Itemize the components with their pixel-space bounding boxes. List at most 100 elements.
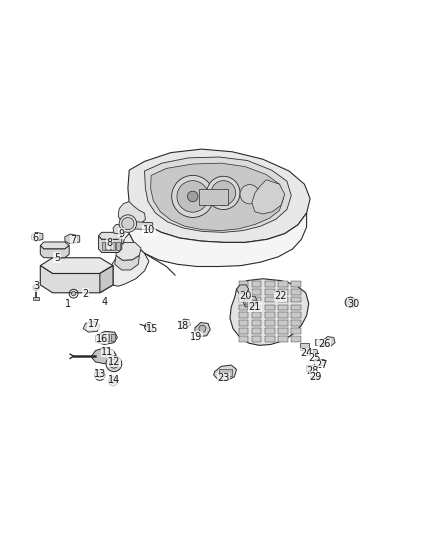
Bar: [278, 289, 288, 295]
Polygon shape: [40, 258, 113, 273]
Polygon shape: [195, 322, 210, 336]
Text: 25: 25: [308, 353, 321, 364]
Circle shape: [207, 176, 240, 209]
Text: 21: 21: [249, 302, 261, 312]
Bar: [252, 304, 261, 310]
Polygon shape: [252, 180, 285, 214]
Bar: [265, 304, 275, 310]
Bar: [111, 334, 115, 341]
Polygon shape: [99, 236, 122, 253]
Bar: [253, 300, 256, 305]
Bar: [315, 338, 325, 345]
Polygon shape: [40, 265, 113, 293]
Bar: [239, 312, 248, 318]
Bar: [33, 297, 39, 300]
Text: 23: 23: [217, 373, 230, 383]
Bar: [239, 281, 248, 287]
Text: 13: 13: [94, 369, 106, 379]
Bar: [265, 281, 275, 287]
Bar: [278, 320, 288, 326]
Circle shape: [33, 285, 39, 290]
Circle shape: [106, 356, 122, 372]
Bar: [306, 365, 316, 372]
Text: 3: 3: [33, 281, 39, 291]
Bar: [239, 289, 248, 295]
Circle shape: [97, 373, 102, 378]
Circle shape: [240, 184, 259, 204]
Text: 22: 22: [274, 291, 286, 301]
Text: 12: 12: [108, 357, 120, 367]
Bar: [278, 304, 288, 310]
Polygon shape: [118, 201, 145, 226]
Polygon shape: [127, 203, 307, 266]
Text: 28: 28: [306, 366, 318, 376]
Polygon shape: [83, 321, 100, 332]
Circle shape: [71, 292, 76, 296]
Circle shape: [111, 379, 115, 383]
Bar: [99, 334, 103, 341]
Bar: [252, 281, 261, 287]
Bar: [291, 304, 301, 310]
Circle shape: [348, 300, 353, 305]
Bar: [307, 349, 317, 355]
Bar: [278, 297, 288, 302]
Polygon shape: [113, 224, 126, 234]
Bar: [278, 328, 288, 334]
Bar: [291, 297, 301, 302]
Bar: [310, 372, 319, 378]
Text: 4: 4: [102, 297, 108, 308]
Circle shape: [119, 215, 137, 232]
Text: 8: 8: [106, 238, 113, 248]
Polygon shape: [40, 246, 69, 258]
Polygon shape: [91, 348, 116, 364]
Bar: [265, 297, 275, 302]
Bar: [291, 289, 301, 295]
Text: 10: 10: [143, 225, 155, 235]
Bar: [252, 328, 261, 334]
Text: 9: 9: [119, 229, 125, 239]
Bar: [291, 281, 301, 287]
Text: 7: 7: [71, 235, 77, 245]
Bar: [245, 300, 248, 305]
Bar: [106, 242, 110, 250]
Polygon shape: [237, 285, 249, 294]
Polygon shape: [65, 234, 80, 244]
Polygon shape: [132, 222, 153, 230]
Circle shape: [187, 191, 198, 201]
Text: 2: 2: [82, 289, 88, 298]
Bar: [291, 328, 301, 334]
Polygon shape: [100, 265, 113, 293]
Bar: [252, 312, 261, 318]
Text: 16: 16: [95, 334, 108, 344]
Bar: [278, 312, 288, 318]
Bar: [239, 304, 248, 310]
Text: 1: 1: [65, 298, 71, 309]
Text: 18: 18: [177, 321, 189, 330]
Bar: [291, 312, 301, 318]
Bar: [265, 336, 275, 342]
Text: 24: 24: [300, 348, 313, 358]
Bar: [249, 300, 252, 305]
Polygon shape: [115, 255, 139, 270]
Polygon shape: [40, 242, 69, 249]
Bar: [116, 242, 120, 250]
Text: 30: 30: [348, 298, 360, 309]
Bar: [199, 189, 228, 205]
Circle shape: [110, 359, 118, 368]
Polygon shape: [145, 157, 291, 232]
Bar: [111, 242, 115, 250]
Polygon shape: [128, 149, 310, 243]
Text: 29: 29: [309, 372, 321, 382]
Bar: [239, 297, 248, 302]
Circle shape: [177, 181, 208, 212]
Polygon shape: [180, 319, 190, 329]
Circle shape: [345, 297, 356, 308]
Polygon shape: [323, 336, 335, 346]
Bar: [252, 289, 261, 295]
Bar: [239, 328, 248, 334]
Bar: [252, 320, 261, 326]
Text: 6: 6: [32, 233, 38, 243]
Bar: [278, 281, 288, 287]
Text: 5: 5: [54, 253, 60, 263]
Bar: [265, 328, 275, 334]
